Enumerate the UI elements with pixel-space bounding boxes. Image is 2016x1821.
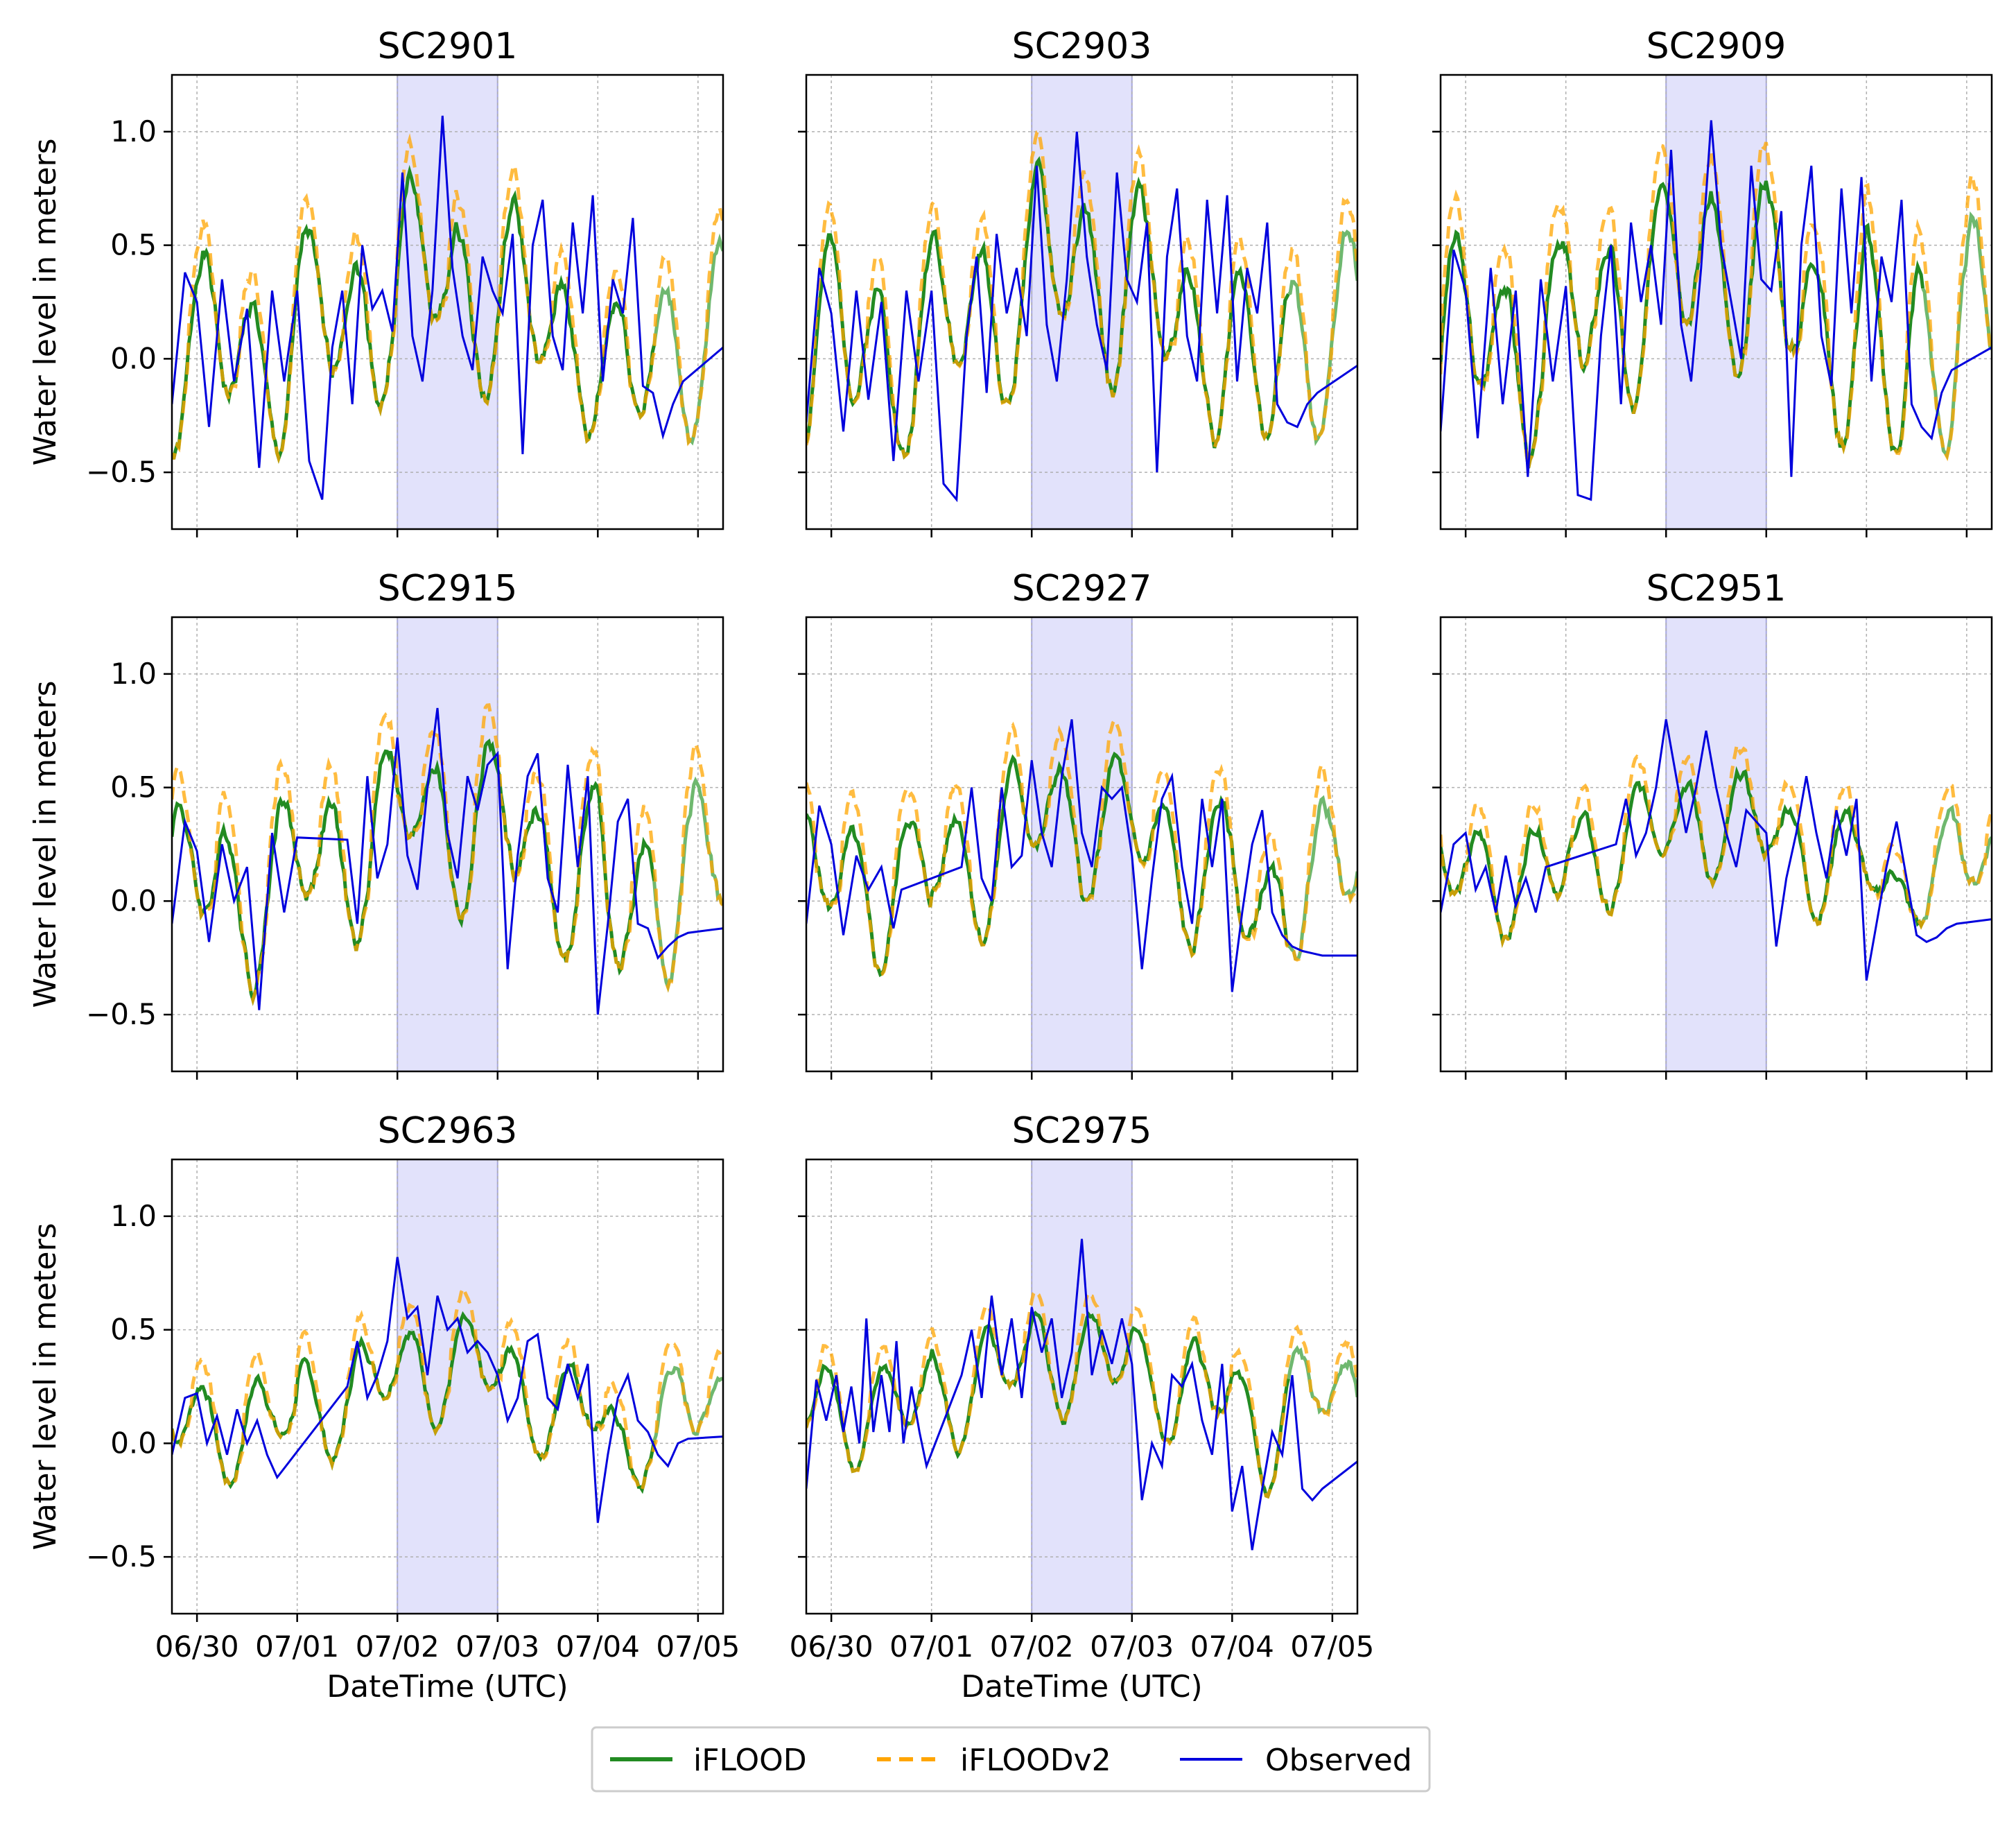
- x-axis-label: DateTime (UTC): [961, 1669, 1202, 1705]
- panel-title: SC2915: [378, 568, 518, 610]
- plot-area: [172, 703, 723, 1015]
- y-axis-label: Water level in meters: [28, 1223, 63, 1550]
- panel-sc2915: 1.0 0.5 0.0 −0.5 SC2915 Water level in meters: [28, 568, 724, 1080]
- axes-frame: [805, 616, 1359, 1073]
- x-tick-label: 07/02: [990, 1630, 1074, 1664]
- plot-area: [172, 115, 723, 500]
- series-observed-line: [1441, 120, 1992, 501]
- event-highlight-span: [1031, 1159, 1133, 1614]
- x-tick-label: 07/05: [656, 1630, 740, 1664]
- series-ifloodv2-line: [806, 130, 1357, 460]
- axes-frame: [171, 1158, 724, 1615]
- y-tick-label: 0.0: [110, 341, 157, 375]
- y-axis-label: Water level in meters: [28, 138, 63, 465]
- panel-title: SC2927: [1012, 568, 1152, 610]
- x-tick-label: 06/30: [790, 1630, 874, 1664]
- panel-sc2903: SC2903: [798, 26, 1359, 537]
- axes-frame: [171, 616, 724, 1073]
- series-ifloodv2-line: [806, 1288, 1357, 1499]
- y-tick-label: 1.0: [110, 657, 157, 691]
- y-tick-label: 0.0: [110, 883, 157, 917]
- y-tick-label: 0.0: [110, 1426, 157, 1460]
- series-observed-line: [806, 719, 1357, 992]
- series-observed-line: [806, 131, 1357, 503]
- panel-sc2927: SC2927: [798, 568, 1359, 1080]
- y-tick-label: −0.5: [86, 997, 157, 1031]
- series-ifloodv2-line: [1441, 739, 1992, 949]
- y-tick-label: 1.0: [110, 1199, 157, 1233]
- plot-area: [1441, 719, 1992, 981]
- plot-area: [172, 1257, 723, 1524]
- series-iflood-tail-line: [1287, 795, 1357, 961]
- series-iflood-line: [172, 1311, 657, 1494]
- x-tick-label: 07/03: [1090, 1630, 1174, 1664]
- series-iflood-tail-line: [652, 233, 723, 446]
- legend-box: [591, 1726, 1431, 1793]
- series-observed-line: [806, 1239, 1357, 1551]
- legend-label-ifloodv2: iFLOODv2: [960, 1743, 1111, 1778]
- series-iflood-tail-line: [652, 1365, 723, 1442]
- series-observed-line: [172, 707, 723, 1015]
- y-tick-label: 0.5: [110, 770, 157, 804]
- plot-area: [806, 130, 1357, 503]
- event-highlight-span: [1665, 616, 1767, 1072]
- y-tick-label: 1.0: [110, 114, 157, 148]
- legend-label-iflood: iFLOOD: [693, 1743, 807, 1778]
- x-tick-label: 07/04: [1190, 1630, 1274, 1664]
- x-tick-label: 07/04: [556, 1630, 640, 1664]
- legend-label-observed: Observed: [1265, 1743, 1412, 1778]
- series-iflood-tail-line: [1287, 1345, 1357, 1415]
- panel-sc2975: 06/30 07/01 07/02 07/03 07/04 07/05 SC2975 Date…: [790, 1110, 1375, 1705]
- x-tick-label: 06/30: [155, 1630, 239, 1664]
- y-tick-label: −0.5: [86, 455, 157, 489]
- panel-title: SC2951: [1646, 568, 1787, 610]
- y-tick-label: 0.5: [110, 1313, 157, 1347]
- x-tick-label: 07/02: [356, 1630, 440, 1664]
- legend: iFLOOD iFLOODv2 Observed: [591, 1726, 1431, 1793]
- y-tick-label: −0.5: [86, 1539, 157, 1573]
- series-ifloodv2-line: [172, 133, 723, 464]
- event-highlight-span: [1031, 616, 1133, 1072]
- x-axis-label: DateTime (UTC): [327, 1669, 568, 1705]
- plot-area: [806, 1239, 1357, 1551]
- series-iflood-line: [172, 164, 657, 464]
- event-highlight-span: [397, 74, 498, 530]
- series-iflood-tail-line: [652, 776, 723, 993]
- panel-sc2963: 1.0 0.5 0.0 −0.5 06/30 07/01 07/02 07/03 07/04 07…: [28, 1110, 740, 1705]
- panel-title: SC2975: [1012, 1110, 1152, 1152]
- event-highlight-span: [1031, 74, 1133, 530]
- series-ifloodv2-line: [806, 716, 1357, 977]
- panel-sc2909: SC2909: [1432, 26, 1993, 537]
- y-tick-label: 0.5: [110, 228, 157, 262]
- series-observed-line: [1441, 719, 1992, 981]
- series-ifloodv2-line: [172, 1284, 723, 1494]
- axes-frame: [1439, 74, 1993, 530]
- axes-frame: [1439, 616, 1993, 1073]
- x-tick-label: 07/01: [889, 1630, 973, 1664]
- x-tick-label: 07/05: [1290, 1630, 1374, 1664]
- panel-title: SC2909: [1646, 26, 1787, 67]
- panel-title: SC2903: [1012, 26, 1152, 67]
- axes-frame: [171, 74, 724, 530]
- axes-frame: [805, 74, 1359, 530]
- axes-frame: [805, 1158, 1359, 1615]
- x-tick-label: 07/03: [455, 1630, 539, 1664]
- plot-area: [806, 716, 1357, 992]
- series-iflood-line: [1441, 766, 1924, 948]
- panel-sc2951: SC2951: [1432, 568, 1993, 1080]
- panel-title: SC2901: [378, 26, 518, 67]
- x-tick-label: 07/01: [255, 1630, 339, 1664]
- series-observed-line: [172, 115, 723, 500]
- series-observed-line: [172, 1257, 723, 1524]
- y-axis-label: Water level in meters: [28, 680, 63, 1008]
- plot-area: [1441, 120, 1992, 501]
- panel-sc2901: 1.0 0.5 0.0 −0.5 SC2901 Water level in meters: [28, 26, 724, 537]
- panel-title: SC2963: [378, 1110, 518, 1152]
